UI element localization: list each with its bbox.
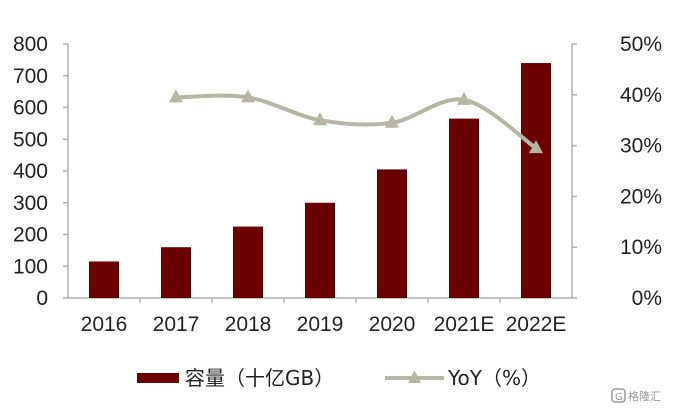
legend: 容量（十亿GB） YoY（%）: [137, 366, 541, 390]
bar: [89, 261, 119, 298]
bar: [161, 247, 191, 298]
left-tick-label: 300: [13, 192, 48, 215]
right-tick-label: 40%: [620, 84, 662, 107]
legend-bar-swatch: [137, 373, 179, 383]
x-tick-label: 2019: [297, 313, 344, 336]
line-point: [241, 89, 255, 103]
x-tick-label: 2016: [81, 313, 128, 336]
left-tick-label: 100: [13, 255, 48, 278]
left-tick-label: 0: [36, 287, 48, 310]
x-tick-label: 2020: [369, 313, 416, 336]
line-point: [169, 89, 183, 103]
left-tick-label: 500: [13, 128, 48, 151]
bar-series: [89, 63, 551, 298]
x-axis-ticks: 2016 2017 2018 2019 2020 2021E 2022E: [81, 298, 567, 336]
gelonghui-logo-icon: [611, 388, 626, 403]
left-tick-label: 200: [13, 224, 48, 247]
left-tick-label: 400: [13, 160, 48, 183]
line-point: [529, 140, 543, 154]
left-tick-label: 700: [13, 65, 48, 88]
yoy-line: [175, 93, 538, 150]
right-tick-label: 50%: [620, 33, 662, 56]
line-point: [313, 112, 327, 126]
right-tick-label: 10%: [620, 236, 662, 259]
x-tick-label: 2018: [225, 313, 272, 336]
bar: [449, 118, 479, 298]
watermark: G 格隆汇: [611, 388, 661, 403]
bar: [377, 169, 407, 298]
right-tick-label: 0%: [632, 287, 662, 310]
right-tick-label: 30%: [620, 135, 662, 158]
legend-line-label: YoY（%）: [447, 366, 541, 390]
x-tick-label: 2021E: [434, 313, 495, 336]
watermark-text: 格隆汇: [628, 389, 661, 403]
legend-line-marker: [408, 370, 421, 383]
x-tick-label: 2022E: [506, 313, 567, 336]
bar: [305, 202, 335, 298]
x-tick-label: 2017: [153, 313, 200, 336]
right-axis-ticks: 0% 10% 20% 30% 40% 50%: [572, 33, 662, 310]
line-point: [457, 91, 471, 105]
left-tick-label: 600: [13, 97, 48, 120]
left-axis-ticks: 0 100 200 300 400 500 600 700 800: [13, 33, 68, 310]
bar: [521, 63, 551, 298]
line-series: [169, 89, 543, 154]
bar: [233, 226, 263, 298]
legend-bar-label: 容量（十亿GB）: [185, 366, 334, 390]
line-point: [385, 114, 399, 128]
left-tick-label: 800: [13, 33, 48, 56]
right-tick-label: 20%: [620, 185, 662, 208]
gelonghui-logo-glyph: G: [615, 392, 623, 403]
